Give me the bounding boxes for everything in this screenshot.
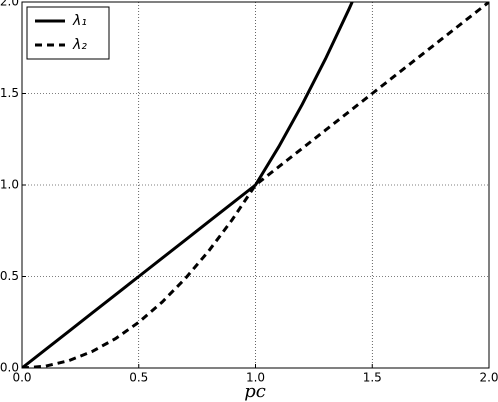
line (22, 2, 354, 368)
x-tick-label: 1.0 (246, 371, 265, 385)
y-tick-label: 2.0 (0, 0, 19, 9)
y-tick-label: 0.0 (0, 361, 19, 375)
x-tick-label: 1.5 (363, 371, 382, 385)
x-tick-label: 2.0 (479, 371, 498, 385)
line (22, 2, 489, 368)
x-axis-label: pc (244, 381, 266, 402)
legend-box (26, 6, 110, 60)
y-tick-label: 1.0 (0, 178, 19, 192)
plot-frame (21, 1, 490, 369)
legend-label: λ₁ (72, 13, 87, 29)
y-tick-label: 0.5 (0, 269, 19, 283)
x-tick-label: 0.0 (12, 371, 31, 385)
x-tick-label: 0.5 (129, 371, 148, 385)
y-tick-label: 1.5 (0, 86, 19, 100)
legend-label: λ₂ (72, 37, 87, 53)
